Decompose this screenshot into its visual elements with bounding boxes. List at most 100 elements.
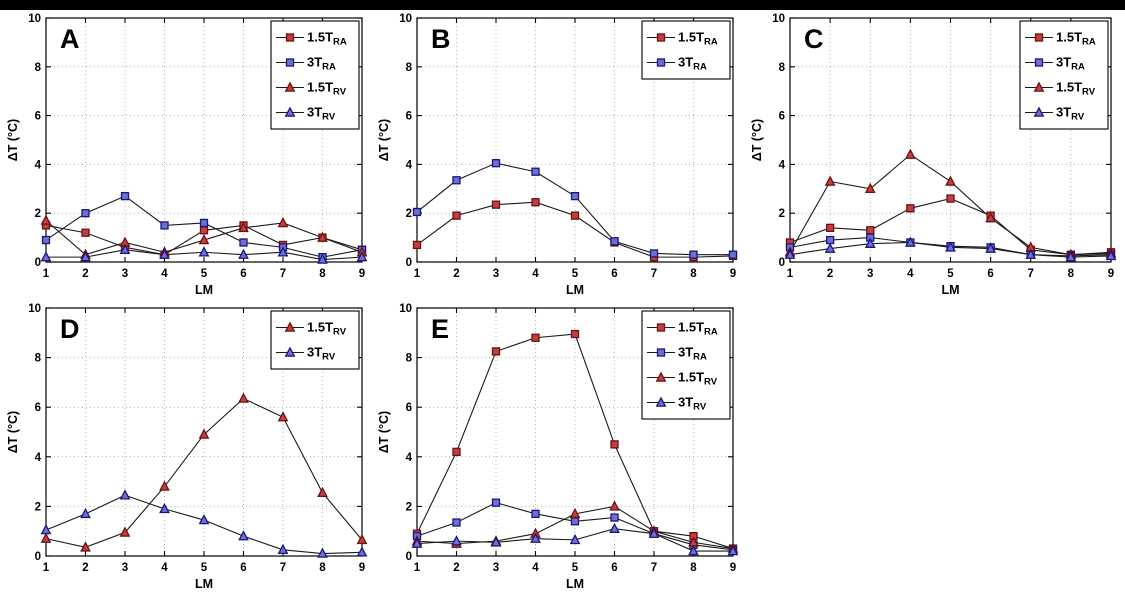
legend-label-3T_RV: 3TRV: [1056, 105, 1085, 123]
legend-label-3T_RA: 3TRA: [1056, 55, 1085, 73]
svg-text:1: 1: [414, 268, 421, 280]
svg-text:6: 6: [987, 268, 993, 280]
svg-text:1: 1: [414, 562, 421, 574]
svg-text:2: 2: [827, 268, 833, 280]
axis-ticks: 1 2 3 4 5 6 7 8 9 0 2 4 6 8 10: [772, 13, 1114, 280]
svg-text:4: 4: [161, 562, 168, 574]
top-black-bar: [0, 0, 1125, 10]
legend-label-1.5T_RV: 1.5TRV: [1056, 80, 1096, 98]
svg-text:7: 7: [280, 562, 286, 574]
panel-letter: A: [60, 24, 80, 54]
series-markers-1.5T_RA: [412, 198, 738, 262]
series-markers-3T_RV: [40, 489, 368, 558]
svg-text:0: 0: [35, 257, 41, 269]
svg-text:5: 5: [201, 268, 208, 280]
panel-letter: B: [431, 24, 451, 54]
series-markers-3T_RV: [784, 236, 1117, 262]
legend: 1.5TRV 3TRV: [270, 310, 360, 370]
svg-text:3: 3: [122, 268, 128, 280]
svg-text:4: 4: [532, 562, 539, 574]
panel-e: 1 2 3 4 5 6 7 8 9 0 2 4 6 8 10 LM ΔT (°C) E 1.5TRA 3TRA 1.5T…: [377, 302, 741, 592]
svg-text:6: 6: [406, 111, 412, 123]
series-markers-3T_RA: [412, 159, 738, 259]
svg-text:1: 1: [43, 268, 50, 280]
svg-text:6: 6: [240, 268, 246, 280]
svg-text:10: 10: [28, 303, 41, 315]
svg-text:8: 8: [779, 62, 786, 74]
x-axis-label: LM: [195, 283, 213, 297]
svg-text:6: 6: [35, 111, 41, 123]
y-axis-label: ΔT (°C): [377, 411, 391, 453]
svg-text:4: 4: [907, 268, 914, 280]
legend-label-3T_RA: 3TRA: [678, 345, 707, 363]
series-line-3T_RA: [416, 162, 733, 256]
panel-b: 1 2 3 4 5 6 7 8 9 0 2 4 6 8 10 LM ΔT (°C) B 1.5TRA 3TRA: [377, 12, 741, 298]
legend-label-1.5T_RV: 1.5TRV: [307, 80, 347, 98]
svg-text:1: 1: [43, 562, 50, 574]
svg-text:3: 3: [493, 268, 499, 280]
svg-text:5: 5: [572, 268, 579, 280]
legend: 1.5TRA 3TRA 1.5TRV 3TRV: [270, 20, 360, 130]
svg-text:8: 8: [35, 353, 42, 365]
legend-label-1.5T_RA: 1.5TRA: [678, 30, 718, 48]
series-markers-3T_RV: [40, 243, 368, 264]
legend-label-1.5T_RA: 1.5TRA: [1056, 30, 1096, 48]
svg-text:7: 7: [1028, 268, 1034, 280]
svg-text:2: 2: [453, 562, 459, 574]
svg-text:10: 10: [399, 303, 412, 315]
legend: 1.5TRA 3TRA: [641, 20, 731, 80]
svg-text:10: 10: [399, 13, 412, 25]
panel-letter: E: [431, 314, 449, 344]
svg-text:6: 6: [35, 402, 41, 414]
svg-text:10: 10: [772, 13, 785, 25]
svg-text:4: 4: [161, 268, 168, 280]
chart-svg-D: 1 2 3 4 5 6 7 8 9 0 2 4 6 8 10 LM ΔT (°C) D 1.5TRV 3TRV: [6, 303, 368, 591]
svg-text:4: 4: [406, 159, 413, 171]
panel-a: 1 2 3 4 5 6 7 8 9 0 2 4 6 8 10 LM ΔT (°C) A 1.5TRA 3TRA 1.5T…: [6, 12, 370, 298]
svg-text:5: 5: [572, 562, 579, 574]
svg-text:6: 6: [611, 562, 617, 574]
legend-label-3T_RV: 3TRV: [307, 105, 336, 123]
legend-label-3T_RV: 3TRV: [307, 345, 336, 363]
svg-text:8: 8: [35, 62, 42, 74]
svg-text:7: 7: [651, 562, 657, 574]
svg-text:8: 8: [690, 268, 697, 280]
legend-label-1.5T_RA: 1.5TRA: [307, 30, 347, 48]
svg-text:0: 0: [406, 551, 412, 563]
x-axis-label: LM: [566, 577, 584, 591]
gridlines: [417, 308, 733, 556]
svg-text:2: 2: [82, 562, 88, 574]
svg-text:3: 3: [867, 268, 873, 280]
y-axis-label: ΔT (°C): [6, 411, 20, 453]
svg-text:8: 8: [319, 268, 326, 280]
svg-text:2: 2: [35, 501, 41, 513]
svg-text:1: 1: [787, 268, 794, 280]
series-markers-3T_RV: [411, 522, 739, 556]
svg-text:6: 6: [406, 402, 412, 414]
svg-text:0: 0: [406, 257, 412, 269]
svg-text:5: 5: [947, 268, 954, 280]
panel-c: 1 2 3 4 5 6 7 8 9 0 2 4 6 8 10 LM ΔT (°C) C 1.5TRA 3TRA 1.5T…: [750, 12, 1119, 298]
svg-text:6: 6: [240, 562, 246, 574]
panel-d: 1 2 3 4 5 6 7 8 9 0 2 4 6 8 10 LM ΔT (°C) D 1.5TRV 3TRV: [6, 302, 370, 592]
legend-label-3T_RV: 3TRV: [678, 395, 707, 413]
x-axis-label: LM: [195, 577, 213, 591]
svg-text:2: 2: [453, 268, 459, 280]
svg-text:10: 10: [28, 13, 41, 25]
svg-text:5: 5: [201, 562, 208, 574]
svg-text:7: 7: [651, 268, 657, 280]
y-axis-label: ΔT (°C): [377, 119, 391, 161]
legend-label-1.5T_RA: 1.5TRA: [678, 320, 718, 338]
svg-text:7: 7: [280, 268, 286, 280]
svg-text:8: 8: [406, 353, 413, 365]
legend: 1.5TRA 3TRA 1.5TRV 3TRV: [1019, 20, 1109, 130]
svg-text:9: 9: [730, 268, 736, 280]
svg-text:4: 4: [35, 159, 42, 171]
svg-text:8: 8: [319, 562, 326, 574]
svg-text:2: 2: [406, 501, 412, 513]
legend-label-3T_RA: 3TRA: [678, 55, 707, 73]
svg-text:2: 2: [779, 208, 785, 220]
